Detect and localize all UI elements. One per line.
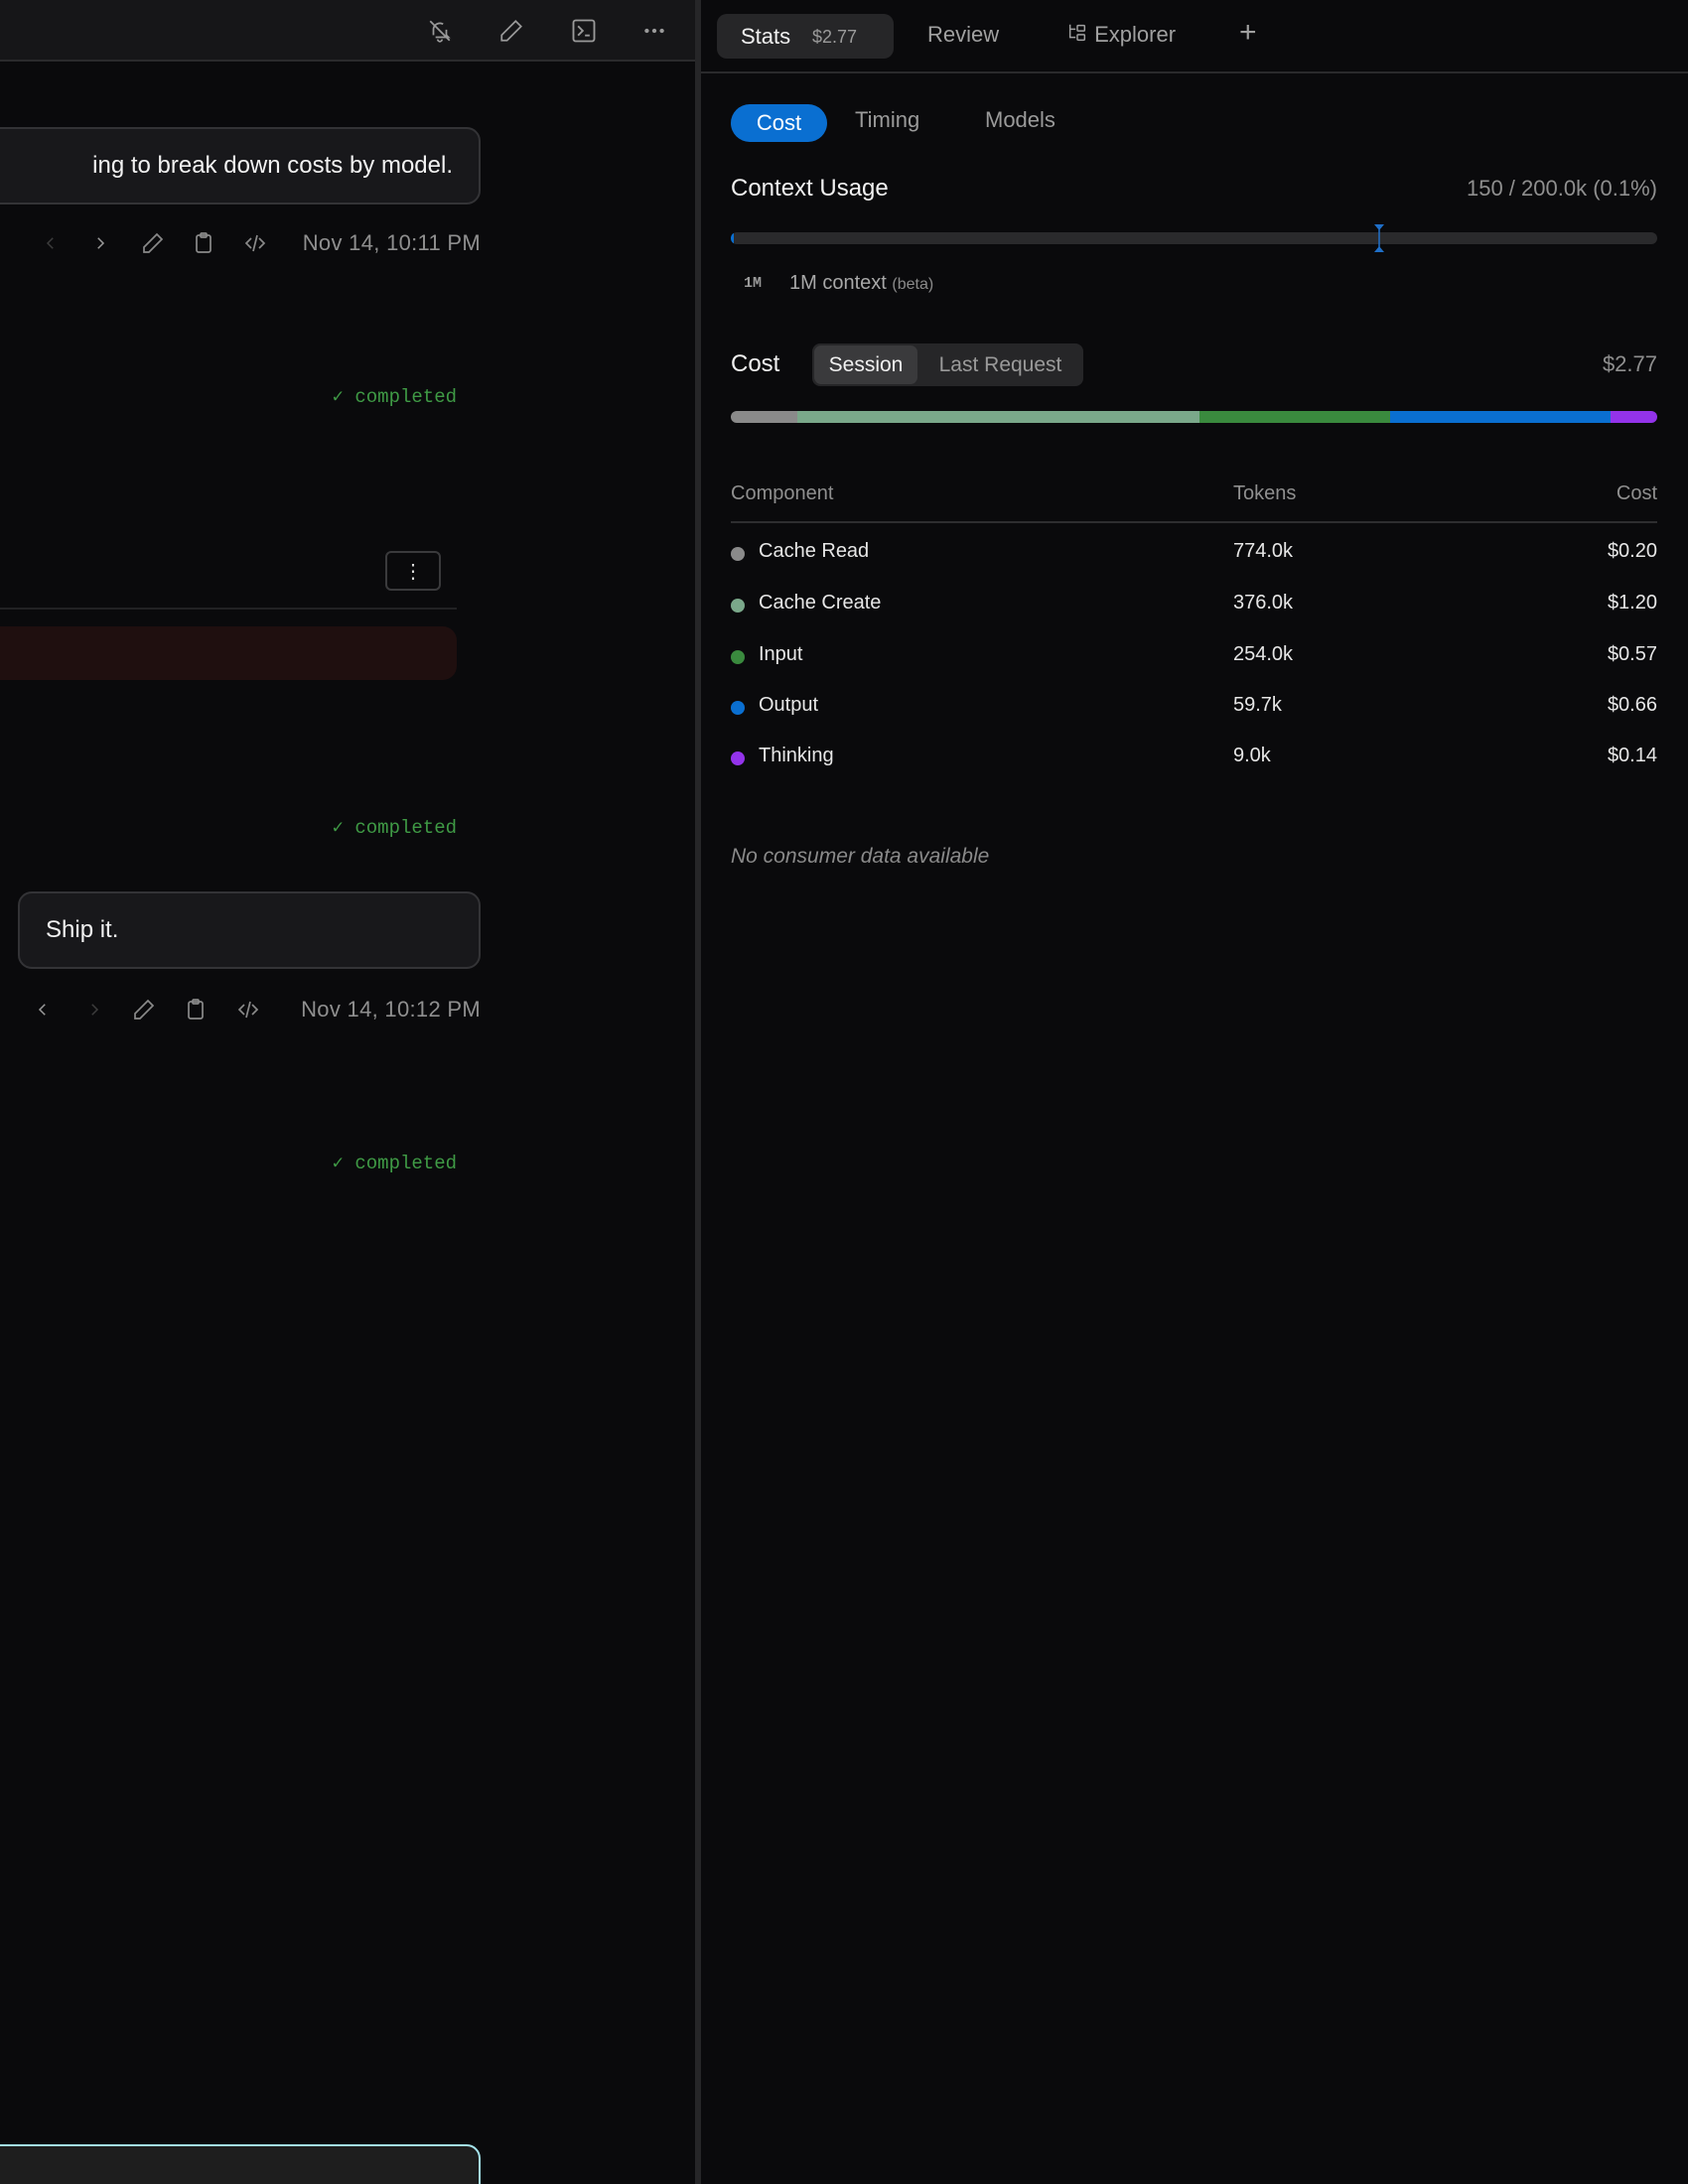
pane-resize-handle[interactable]	[695, 0, 701, 2184]
code-icon[interactable]	[233, 995, 263, 1024]
code-icon[interactable]	[240, 228, 270, 258]
subtab-timing[interactable]: Timing	[855, 107, 920, 132]
subtab-models[interactable]: Models	[985, 107, 1055, 132]
column-header-tokens: Tokens	[1233, 482, 1297, 504]
context-1m-badge: 1M	[744, 275, 763, 292]
chat-pane: ing to break down costs by model. Nov 14…	[0, 0, 695, 2184]
cost-segment	[797, 411, 1199, 423]
context-usage-value: 150 / 200.0k (0.1%)	[1466, 176, 1657, 201]
token-count: 254.0k	[1233, 643, 1294, 665]
status-completed: ✓ completed	[332, 817, 457, 839]
more-horizontal-icon[interactable]	[636, 13, 672, 49]
more-options-button[interactable]: ⋮	[385, 551, 441, 591]
component-name: Thinking	[759, 745, 834, 766]
bell-off-icon[interactable]	[422, 13, 458, 49]
component-cost: $1.20	[1607, 592, 1657, 614]
message-timestamp: Nov 14, 10:12 PM	[301, 997, 481, 1022]
component-cost: $0.14	[1607, 745, 1657, 766]
token-count: 376.0k	[1233, 592, 1294, 614]
toggle-session[interactable]: Session	[814, 345, 917, 384]
column-header-cost: Cost	[1616, 482, 1657, 504]
legend-dot	[731, 650, 745, 664]
cost-segment	[1610, 411, 1657, 423]
component-name: Output	[759, 694, 819, 716]
component-name: Cache Create	[759, 592, 882, 614]
table-header-divider	[731, 521, 1657, 523]
message-timestamp: Nov 14, 10:11 PM	[302, 230, 481, 255]
divider	[0, 608, 457, 610]
token-count: 59.7k	[1233, 694, 1282, 716]
table-row: Thinking 9.0k $0.14	[731, 739, 1657, 778]
table-row: Input 254.0k $0.57	[731, 637, 1657, 677]
cost-scope-toggle: Session Last Request	[812, 343, 1083, 386]
context-limit-marker[interactable]	[1371, 224, 1387, 252]
component-cost: $0.20	[1607, 540, 1657, 562]
message-actions: Nov 14, 10:12 PM	[28, 995, 481, 1026]
user-message-bubble: ing to break down costs by model.	[0, 127, 481, 205]
status-completed: ✓ completed	[332, 1153, 457, 1174]
context-usage-fill	[731, 232, 734, 244]
message-actions: Nov 14, 10:11 PM	[36, 228, 481, 260]
tab-bar-border	[701, 71, 1688, 73]
chevron-right-icon[interactable]	[85, 228, 115, 258]
component-cost: $0.57	[1607, 643, 1657, 665]
check-icon: ✓	[332, 817, 355, 839]
add-tab-button[interactable]: +	[1239, 16, 1257, 49]
message-text: ing to break down costs by model.	[92, 152, 453, 179]
cost-total: $2.77	[1602, 351, 1657, 376]
chevron-left-icon[interactable]	[36, 228, 66, 258]
token-count: 9.0k	[1233, 745, 1271, 766]
table-row: Cache Create 376.0k $1.20	[731, 586, 1657, 625]
table-row: Cache Read 774.0k $0.20	[731, 534, 1657, 574]
clipboard-icon[interactable]	[181, 995, 211, 1024]
component-name: Input	[759, 643, 803, 665]
legend-dot	[731, 599, 745, 613]
table-row: Output 59.7k $0.66	[731, 688, 1657, 728]
column-header-component: Component	[731, 482, 834, 504]
tab-review[interactable]: Review	[927, 22, 1000, 47]
subtab-cost[interactable]: Cost	[731, 104, 827, 142]
cost-breakdown-bar	[731, 411, 1657, 423]
file-tree-icon	[1066, 22, 1088, 44]
cost-segment	[1389, 411, 1611, 423]
user-message-bubble: Ship it.	[18, 891, 481, 969]
context-1m-option[interactable]: 1M context (beta)	[789, 272, 934, 294]
chevron-left-icon[interactable]	[28, 995, 58, 1024]
tab-explorer[interactable]: Explorer	[1066, 22, 1176, 48]
legend-dot	[731, 751, 745, 765]
component-cost: $0.66	[1607, 694, 1657, 716]
tab-stats[interactable]: Stats $2.77	[717, 14, 894, 59]
chat-input[interactable]	[0, 2144, 481, 2184]
stats-pane: Stats $2.77 Review Explorer + Cost Timin…	[701, 0, 1688, 2184]
context-usage-bar	[731, 232, 1657, 244]
cost-segment	[731, 411, 798, 423]
token-count: 774.0k	[1233, 540, 1294, 562]
stats-cost-badge: $2.77	[812, 27, 858, 47]
context-usage-title: Context Usage	[731, 175, 889, 202]
chat-header	[0, 0, 695, 62]
check-icon: ✓	[332, 1153, 355, 1174]
terminal-icon[interactable]	[566, 13, 602, 49]
cost-segment	[1198, 411, 1390, 423]
legend-dot	[731, 701, 745, 715]
component-name: Cache Read	[759, 540, 870, 562]
pencil-icon[interactable]	[493, 13, 529, 49]
cost-title: Cost	[731, 350, 780, 377]
error-banner	[0, 626, 457, 680]
edit-icon[interactable]	[129, 995, 159, 1024]
clipboard-icon[interactable]	[189, 228, 218, 258]
check-icon: ✓	[332, 386, 355, 408]
chevron-right-icon[interactable]	[79, 995, 109, 1024]
edit-icon[interactable]	[138, 228, 168, 258]
toggle-last-request[interactable]: Last Request	[938, 352, 1062, 376]
legend-dot	[731, 547, 745, 561]
empty-consumers-message: No consumer data available	[731, 845, 990, 868]
status-completed: ✓ completed	[332, 386, 457, 408]
message-text: Ship it.	[46, 916, 119, 943]
